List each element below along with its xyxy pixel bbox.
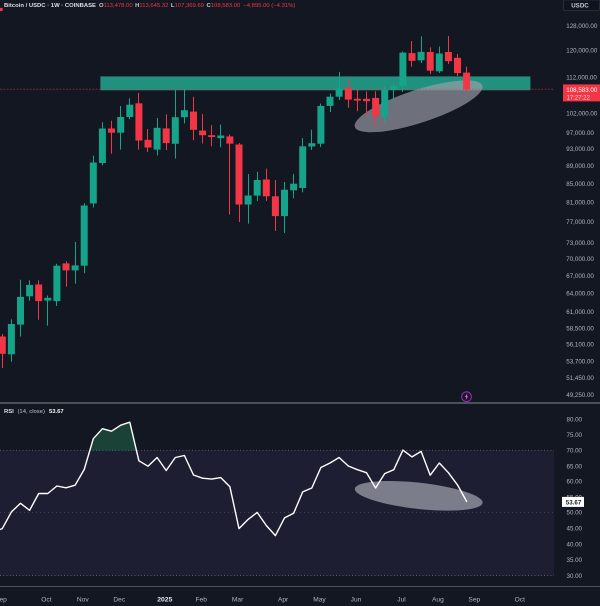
svg-text:70.00: 70.00 — [567, 448, 583, 455]
svg-text:53.67: 53.67 — [566, 500, 582, 507]
svg-text:89,000.00: 89,000.00 — [566, 163, 594, 170]
svg-text:51,450.00: 51,450.00 — [566, 375, 594, 382]
svg-text:93,000.00: 93,000.00 — [566, 146, 594, 153]
svg-text:Sep: Sep — [468, 596, 480, 603]
svg-text:Oct: Oct — [515, 596, 525, 603]
svg-text:Feb: Feb — [196, 596, 208, 603]
svg-text:40.00: 40.00 — [567, 542, 583, 549]
svg-text:128,000.00: 128,000.00 — [566, 23, 598, 30]
svg-text:80.00: 80.00 — [567, 417, 583, 424]
svg-text:30.00: 30.00 — [567, 573, 583, 580]
svg-text:77,000.00: 77,000.00 — [566, 219, 594, 226]
svg-text:53,700.00: 53,700.00 — [566, 358, 594, 365]
svg-text:65.00: 65.00 — [567, 463, 583, 470]
svg-text:102,000.00: 102,000.00 — [566, 111, 598, 118]
svg-text:61,000.00: 61,000.00 — [566, 309, 594, 316]
svg-text:Aug: Aug — [432, 596, 444, 603]
svg-text:73,000.00: 73,000.00 — [566, 240, 594, 247]
svg-text:85,000.00: 85,000.00 — [566, 181, 594, 188]
svg-text:50.00: 50.00 — [567, 510, 583, 517]
svg-text:Bitcoin / USDC · 1W · COINBASE: Bitcoin / USDC · 1W · COINBASE O113,478.0… — [4, 3, 295, 9]
svg-text:64,000.00: 64,000.00 — [566, 291, 594, 298]
svg-text:Nov: Nov — [77, 596, 89, 603]
svg-text:60.00: 60.00 — [567, 479, 583, 486]
svg-text:Apr: Apr — [278, 596, 289, 603]
svg-text:56,100.00: 56,100.00 — [566, 342, 594, 349]
svg-text:81,000.00: 81,000.00 — [566, 200, 594, 207]
svg-text:67,000.00: 67,000.00 — [566, 273, 594, 280]
svg-text:97,000.00: 97,000.00 — [566, 130, 594, 137]
svg-text:Dec: Dec — [113, 596, 125, 603]
svg-text:120,000.00: 120,000.00 — [566, 48, 598, 55]
svg-text:75.00: 75.00 — [567, 432, 583, 439]
svg-text:May: May — [313, 596, 326, 603]
svg-text:Mar: Mar — [232, 596, 244, 603]
svg-text:Sep: Sep — [0, 596, 7, 603]
svg-text:45.00: 45.00 — [567, 526, 583, 533]
svg-text:Oct: Oct — [41, 596, 51, 603]
svg-text:Jul: Jul — [397, 596, 406, 603]
svg-text:108,583.00: 108,583.00 — [566, 87, 598, 94]
svg-text:RSI (14, close)53.67: RSI (14, close) 53.67 — [4, 409, 64, 415]
svg-text:USDC: USDC — [571, 3, 589, 10]
svg-text:2025: 2025 — [157, 596, 172, 603]
svg-text:70,000.00: 70,000.00 — [566, 256, 594, 263]
svg-text:17:27:22: 17:27:22 — [567, 96, 591, 102]
svg-text:Jun: Jun — [351, 596, 362, 603]
svg-text:112,000.00: 112,000.00 — [566, 74, 597, 81]
svg-text:35.00: 35.00 — [567, 557, 583, 564]
svg-text:58,500.00: 58,500.00 — [566, 325, 594, 332]
svg-text:49,250.00: 49,250.00 — [566, 392, 594, 399]
